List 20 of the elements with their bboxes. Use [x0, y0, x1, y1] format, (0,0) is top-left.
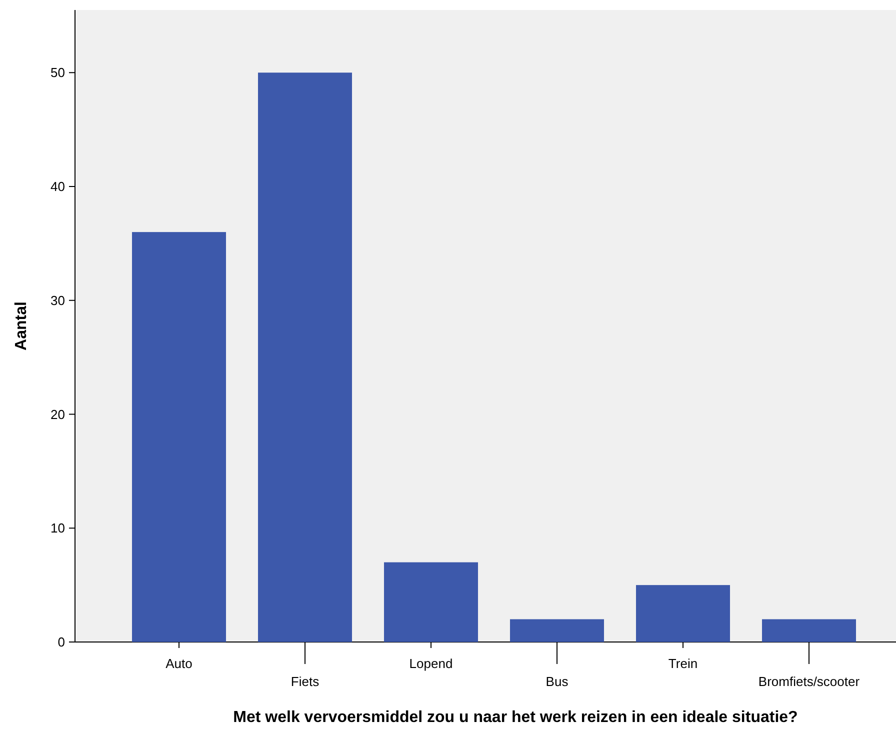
y-axis-title: Aantal — [13, 302, 30, 350]
x-tick-label: Auto — [166, 656, 192, 671]
bar — [762, 619, 856, 642]
bar — [132, 232, 226, 642]
x-tick-label: Bus — [546, 674, 569, 689]
y-tick-label: 40 — [50, 179, 65, 194]
y-tick-label: 20 — [50, 406, 65, 422]
x-axis-title: Met welk vervoersmiddel zou u naar het werk reizen in een ideale situatie? — [233, 709, 798, 726]
y-tick-label: 0 — [58, 634, 65, 650]
y-tick-label: 30 — [50, 292, 65, 308]
y-tick-label: 10 — [50, 520, 65, 536]
bar — [636, 585, 730, 642]
x-tick-label: Bromfiets/scooter — [758, 674, 860, 689]
bar — [258, 72, 352, 642]
x-tick-label: Lopend — [409, 656, 453, 671]
x-tick-label: Fiets — [290, 674, 320, 689]
bar — [384, 562, 478, 642]
x-tick-label: Trein — [668, 656, 698, 671]
y-tick-label: 50 — [50, 65, 65, 80]
bar — [510, 619, 604, 642]
